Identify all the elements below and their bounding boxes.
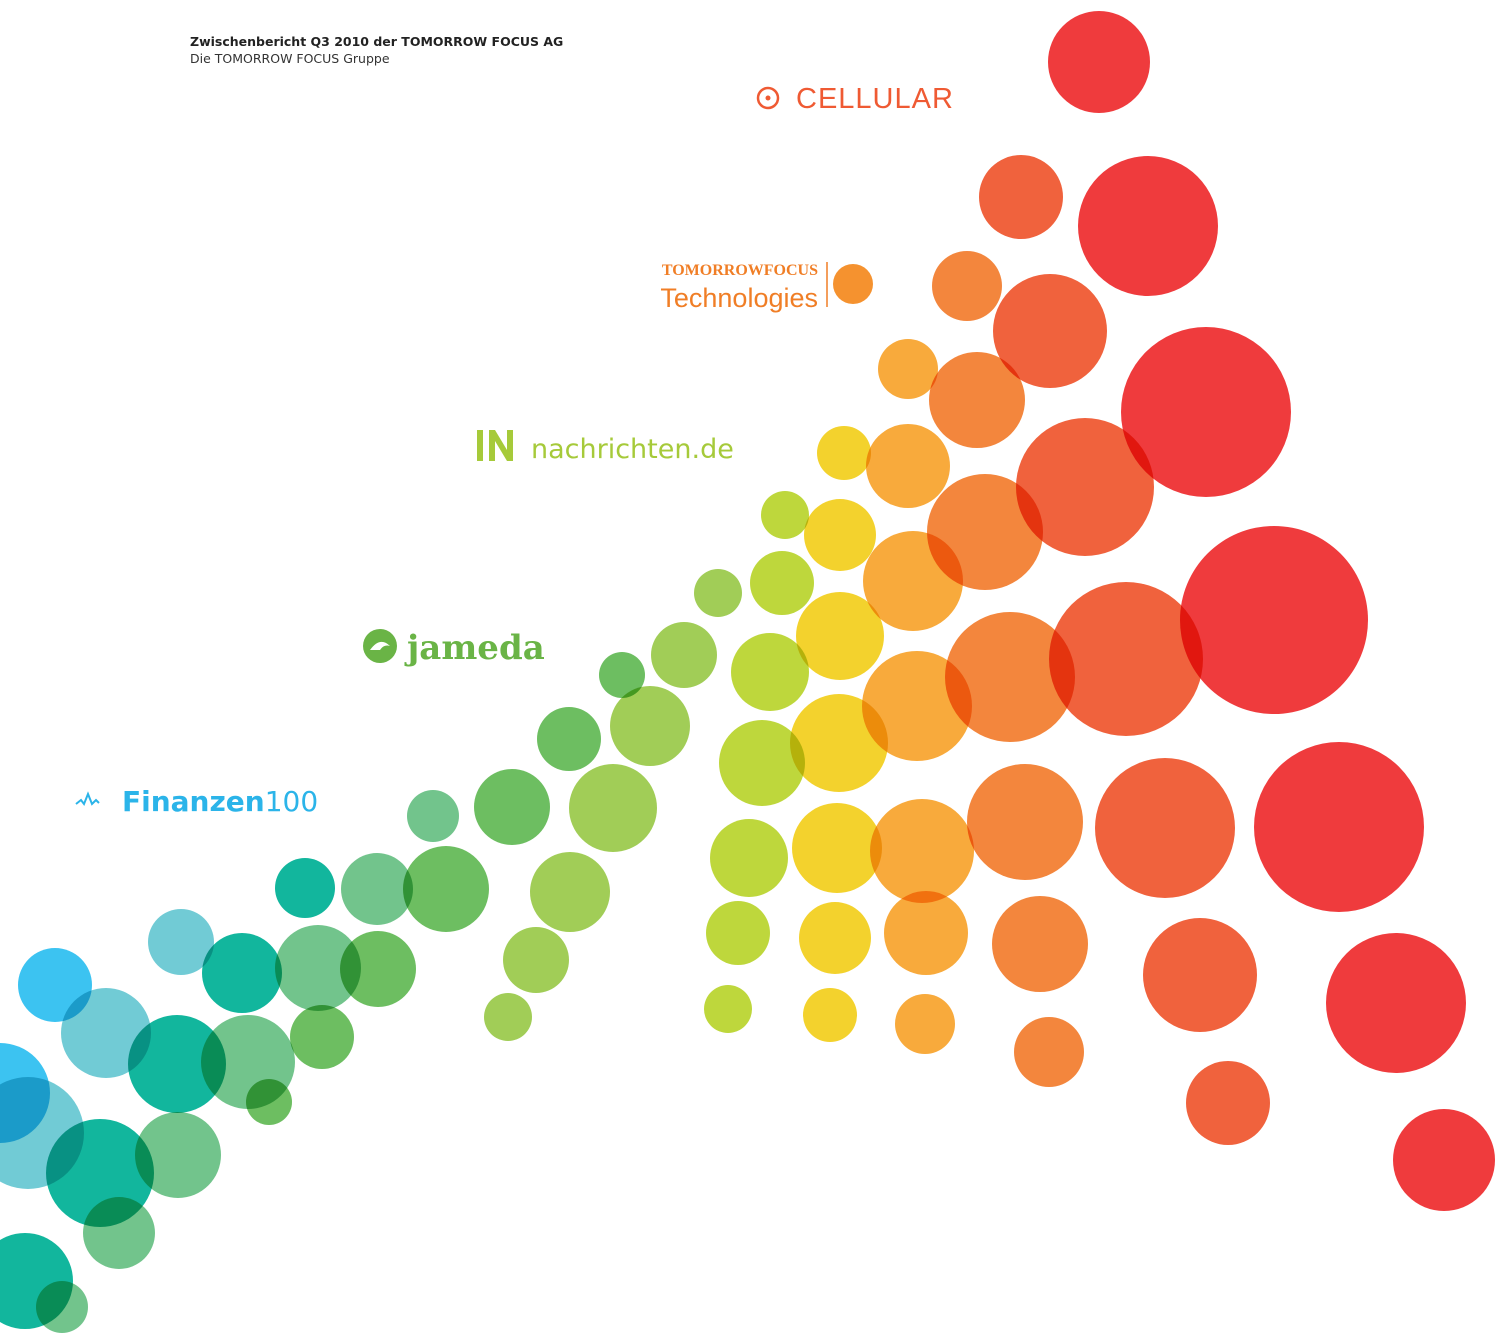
dot xyxy=(1326,933,1466,1073)
finanzen-icon xyxy=(76,794,99,804)
dot xyxy=(1180,526,1368,714)
dot xyxy=(731,633,809,711)
dot xyxy=(1095,758,1235,898)
dot xyxy=(804,499,876,571)
report-title: Zwischenbericht Q3 2010 der TOMORROW FOC… xyxy=(190,34,563,49)
dot xyxy=(866,424,950,508)
dot xyxy=(932,251,1002,321)
finanzen-suffix: 100 xyxy=(265,785,318,818)
dot xyxy=(1143,918,1257,1032)
dot xyxy=(799,902,871,974)
cellular-logo: CELLULAR xyxy=(758,83,954,115)
dot xyxy=(761,491,809,539)
finanzen-name: Finanzen100 xyxy=(122,785,318,818)
tf-technologies: Technologies xyxy=(660,283,818,313)
jameda-name: jameda xyxy=(404,628,545,668)
dot xyxy=(403,846,489,932)
dot xyxy=(474,769,550,845)
report-subtitle: Die TOMORROW FOCUS Gruppe xyxy=(190,51,390,66)
dot xyxy=(884,891,968,975)
dot xyxy=(929,352,1025,448)
page: {"header": {"title": "Zwischenbericht Q3… xyxy=(0,0,1501,1334)
dot xyxy=(719,720,805,806)
dot xyxy=(202,933,282,1013)
cellular-icon-dot xyxy=(766,96,771,101)
dot xyxy=(1254,742,1424,912)
dot xyxy=(1078,156,1218,296)
dot xyxy=(992,896,1088,992)
dot xyxy=(290,1005,354,1069)
dot xyxy=(275,858,335,918)
tf-sun-icon xyxy=(833,264,873,304)
dot xyxy=(484,993,532,1041)
dot xyxy=(569,764,657,852)
dot xyxy=(704,985,752,1033)
dot xyxy=(148,909,214,975)
dot xyxy=(407,790,459,842)
decorative-dots xyxy=(0,11,1495,1333)
dot xyxy=(1048,11,1150,113)
cellular-name: CELLULAR xyxy=(796,83,954,115)
dot xyxy=(18,948,92,1022)
dot xyxy=(503,927,569,993)
dot xyxy=(817,426,871,480)
dot xyxy=(1393,1109,1495,1211)
dot xyxy=(1014,1017,1084,1087)
dot xyxy=(275,925,361,1011)
dot xyxy=(1186,1061,1270,1145)
dot xyxy=(750,551,814,615)
tf-technologies-logo: TOMORROWFOCUS Technologies xyxy=(660,262,873,313)
dot xyxy=(706,901,770,965)
dot xyxy=(530,852,610,932)
finanzen-word: Finanzen xyxy=(122,785,265,818)
dot xyxy=(796,592,884,680)
dot xyxy=(341,853,413,925)
dot xyxy=(870,799,974,903)
dot xyxy=(895,994,955,1054)
dot xyxy=(651,622,717,688)
dot xyxy=(803,988,857,1042)
dot xyxy=(710,819,788,897)
dot xyxy=(694,569,742,617)
nachrichten-name: nachrichten.de xyxy=(531,434,734,465)
dot xyxy=(599,652,645,698)
nachrichten-logo: nachrichten.de xyxy=(477,430,734,465)
dot xyxy=(878,339,938,399)
dot xyxy=(537,707,601,771)
dot xyxy=(790,694,888,792)
finanzen-logo: Finanzen100 xyxy=(76,785,318,818)
jameda-logo: jameda xyxy=(363,628,545,668)
dot xyxy=(979,155,1063,239)
nachrichten-icon xyxy=(477,430,513,461)
page-canvas: Zwischenbericht Q3 2010 der TOMORROW FOC… xyxy=(0,0,1501,1334)
tf-name: TOMORROWFOCUS xyxy=(662,262,818,279)
dot xyxy=(967,764,1083,880)
dot xyxy=(792,803,882,893)
